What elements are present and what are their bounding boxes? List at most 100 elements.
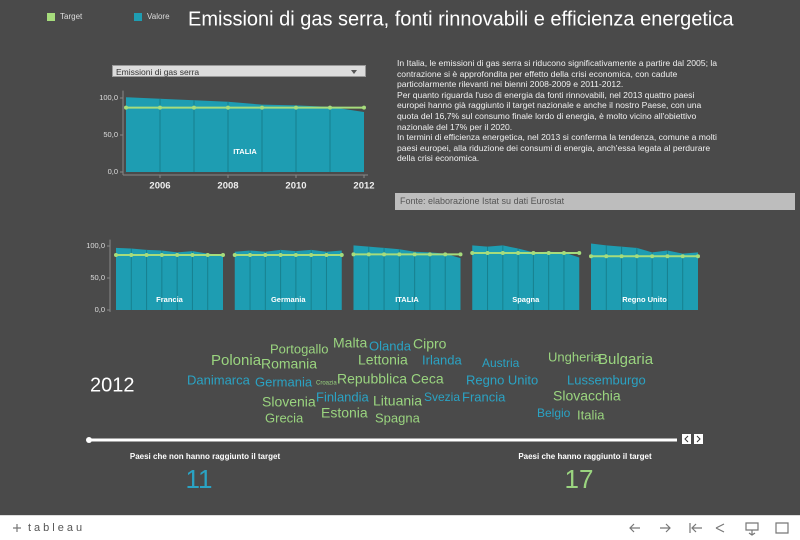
target-point [144,252,149,257]
country-word: Croazia [316,381,337,387]
group-count: 17 [565,464,594,494]
footer: tableau [0,515,800,540]
country-word: Svezia [424,390,460,404]
y-tick-label: 0,0 [108,167,118,176]
target-point [221,252,225,257]
logo[interactable]: tableau [28,522,86,534]
country-word: Slovacchia [553,388,621,404]
target-point [634,254,639,259]
target-point [205,252,210,257]
x-tick-label: 2012 [353,181,374,192]
area [234,249,342,310]
x-tick-label: 2010 [285,181,306,192]
slider-knob[interactable] [86,437,92,443]
country-word: Lussemburgo [567,372,646,387]
country-word: Ungheria [548,349,602,364]
country-word: Finlandia [316,389,370,404]
target-point [531,251,536,256]
target-point [366,252,371,257]
target-point [650,254,655,259]
target-point [362,105,366,110]
measure-dropdown[interactable]: Emissioni di gas serra [112,65,366,77]
target-point [129,252,134,257]
target-point [696,254,700,259]
dropdown-arrow [351,70,357,74]
country-word: Bulgaria [598,351,654,368]
country-word: Irlanda [422,352,463,367]
x-tick-label: 2006 [149,181,170,192]
country-word: Estonia [321,405,368,421]
target-point [546,251,551,256]
revert-button[interactable] [689,523,702,533]
target-point [158,105,162,110]
panel-label: Regno Unito [622,295,667,304]
country-word: Germania [255,374,313,389]
panel-label: Spagna [512,295,540,304]
download-button[interactable] [745,522,759,536]
undo-button[interactable] [629,523,640,533]
prev-icon [684,435,689,443]
country-word: Spagna [375,410,421,425]
slider-next[interactable] [694,434,703,444]
dashboard: Target Valore Emissioni di gas serra, fo… [0,0,800,515]
chart: Target Valore Emissioni di gas serra, fo… [47,8,734,494]
area [126,97,364,172]
footer-icons [13,522,789,536]
panel-label: Germania [271,295,306,304]
target-point [232,252,237,257]
source-note: Fonte: elaborazione Istat su dati Eurost… [395,193,795,210]
country-word: Lettonia [358,352,408,368]
description: In Italia, le emissioni di gas serra si … [397,58,722,164]
target-point [500,251,505,256]
share-button[interactable] [715,523,725,533]
dashboard-title: Emissioni di gas serra, fonti rinnovabil… [188,8,734,30]
next-icon [696,435,701,443]
target-point [485,251,490,256]
target-point [263,252,268,257]
country-word: Grecia [265,410,304,425]
target-point [589,254,593,259]
target-point [619,254,624,259]
target-point [159,252,164,257]
country-word: Malta [333,335,367,351]
country-word: Francia [462,389,506,404]
target-point [248,252,253,257]
y-tick-label: 50,0 [103,130,118,139]
group-label: Paesi che hanno raggiunto il target [518,452,652,461]
dropdown-value: Emissioni di gas serra [116,67,200,77]
target-point [516,251,521,256]
country-word: Repubblica Ceca [337,371,444,387]
y-tick-label: 50,0 [90,273,105,282]
logo-mark [13,524,21,532]
target-point [114,252,118,257]
y-tick-label: 0,0 [95,305,105,314]
paragraph: In termini di efficienza energetica, nel… [397,132,717,164]
country-word: Danimarca [187,372,251,387]
group-label: Paesi che non hanno raggiunto il target [130,452,281,461]
target-point [397,252,402,257]
slider-prev[interactable] [682,434,691,444]
redo-button[interactable] [660,523,671,533]
area [591,243,698,310]
panel-label: Francia [156,295,184,304]
target-point [226,105,230,110]
target-point [278,252,283,257]
country-word: Lituania [373,393,422,409]
target-point [339,252,344,257]
y-tick-label: 100,0 [86,241,105,250]
legend-label: Target [60,12,83,21]
legend-label: Valore [147,12,170,21]
target-point [443,252,448,257]
area [116,247,223,310]
group-count: 11 [186,464,213,494]
target-point [293,252,298,257]
country-word: Portogallo [270,341,329,356]
fullscreen-button[interactable] [775,522,789,534]
paragraph: In Italia, le emissioni di gas serra si … [397,58,718,90]
target-point [192,105,196,110]
country-word: Cipro [413,336,447,352]
target-point [458,252,463,257]
target-point [470,251,475,256]
target-point [175,252,180,257]
